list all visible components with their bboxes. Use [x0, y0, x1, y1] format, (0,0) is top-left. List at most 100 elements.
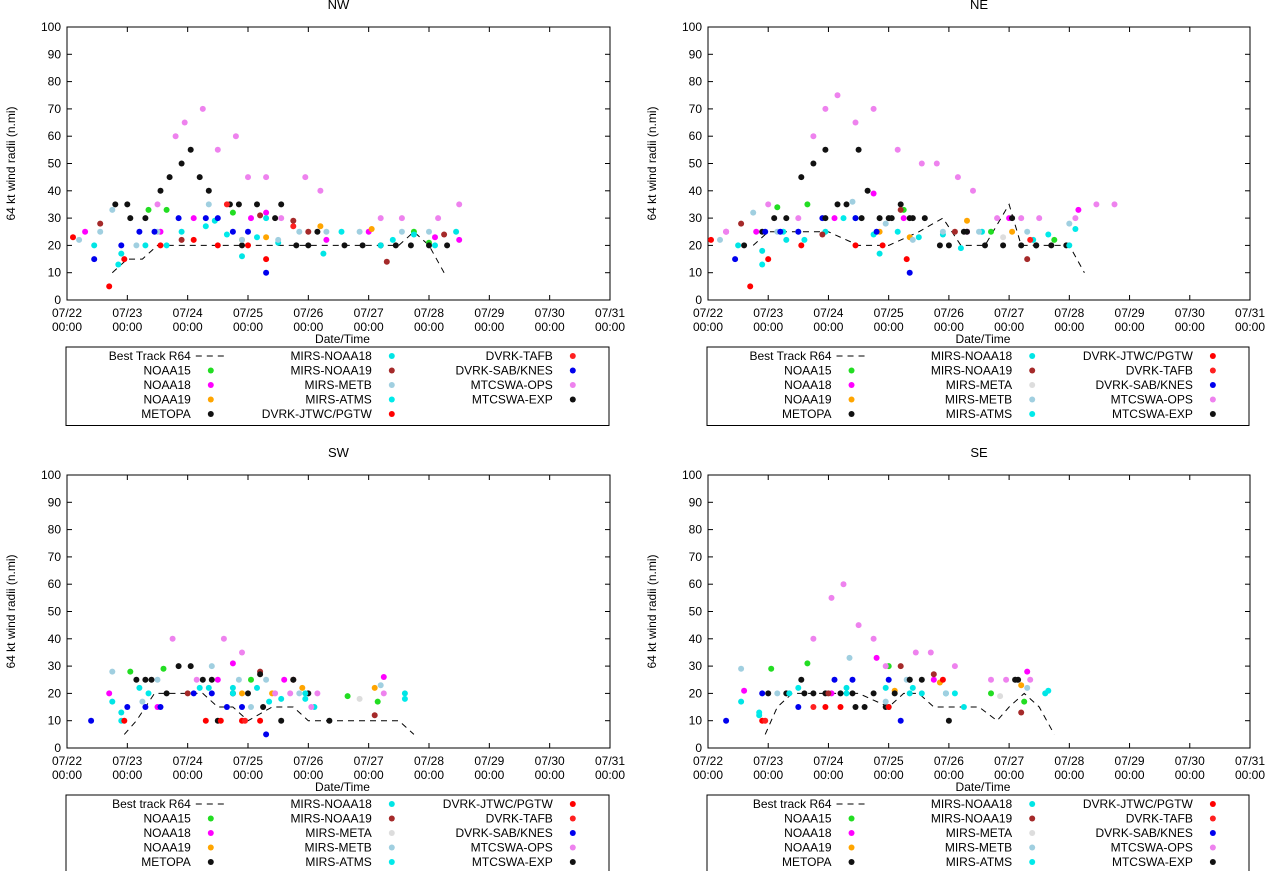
- point-mtcswa-exp: [208, 676, 215, 683]
- plot-frame: [66, 474, 611, 749]
- legend-point-swatch: [848, 382, 855, 388]
- x-tick-time-label: 00:00: [112, 320, 142, 334]
- point-metopa: [741, 242, 748, 249]
- point-dvrk-tafb: [223, 201, 230, 208]
- x-tick-date-label: 07/25: [233, 754, 263, 768]
- point-dvrk-sab-knes: [723, 717, 730, 724]
- point-noaa19: [1018, 682, 1025, 689]
- legend-label: NOAA15: [143, 812, 191, 826]
- y-tick-label: 60: [689, 129, 703, 143]
- point-mirs-noaa19: [930, 671, 937, 678]
- legend-label: DVRK-TAFB: [486, 349, 553, 363]
- x-tick-time-label: 00:00: [813, 320, 843, 334]
- legend-point-swatch: [1029, 815, 1036, 822]
- point-metopa: [801, 690, 808, 697]
- point-mirs-atms: [951, 690, 958, 697]
- x-tick-time-label: 00:00: [535, 768, 565, 782]
- x-tick-time-label: 00:00: [293, 320, 323, 334]
- legend-point-swatch: [388, 844, 395, 851]
- x-tick-date-label: 07/23: [112, 306, 142, 320]
- legend-frame: [65, 346, 610, 426]
- point-mirs-atms: [1072, 226, 1079, 232]
- x-tick-time-label: 00:00: [753, 768, 783, 782]
- point-mtcswa-exp: [278, 201, 285, 208]
- point-metopa: [783, 215, 790, 222]
- point-mtcswa-ops: [181, 119, 188, 126]
- x-tick-time-label: 00:00: [1115, 768, 1145, 782]
- point-mirs-noaa18: [401, 690, 408, 697]
- point-noaa18: [323, 236, 330, 243]
- point-metopa: [127, 215, 134, 222]
- y-tick-label: 70: [48, 102, 62, 116]
- y-axis-label: 64 kt wind radii (n.mi): [645, 106, 659, 220]
- x-tick-date-label: 07/27: [994, 754, 1024, 768]
- point-noaa15: [768, 665, 775, 672]
- plot-frame: [707, 474, 1251, 749]
- point-mirs-metb: [909, 236, 916, 243]
- point-mirs-metb: [356, 228, 363, 235]
- point-noaa18: [380, 674, 387, 680]
- y-tick-label: 10: [689, 714, 703, 728]
- point-mtcswa-ops: [239, 649, 245, 656]
- point-dvrk-jtwc-pgtw: [708, 236, 714, 243]
- y-tick-label: 90: [689, 495, 703, 509]
- legend-label: DVRK-JTWC/PGTW: [1083, 797, 1194, 811]
- point-noaa18: [432, 234, 438, 241]
- legend-label: MIRS-NOAA19: [931, 812, 1013, 826]
- point-mirs-metb: [377, 682, 384, 689]
- legend-point-swatch: [388, 411, 395, 417]
- point-mtcswa-ops: [1036, 215, 1043, 222]
- x-tick-date-label: 07/31: [595, 754, 625, 768]
- point-dvrk-sab-knes: [795, 228, 802, 235]
- legend-point-swatch: [1029, 353, 1036, 359]
- point-mtcswa-ops: [435, 215, 442, 222]
- legend-label: DVRK-SAB/KNES: [1096, 378, 1193, 392]
- point-mirs-noaa18: [759, 247, 766, 254]
- point-dvrk-jtwc-pgtw: [121, 256, 128, 263]
- legend-point-swatch: [1029, 844, 1036, 851]
- point-dvrk-sab-knes: [245, 228, 251, 235]
- point-noaa19: [368, 226, 375, 232]
- x-tick-date-label: 07/31: [1235, 754, 1265, 768]
- x-tick-date-label: 07/25: [874, 306, 904, 320]
- legend-point-swatch: [1209, 801, 1216, 807]
- point-noaa19: [317, 223, 324, 230]
- point-mirs-noaa19: [441, 231, 448, 238]
- point-mirs-noaa18: [302, 690, 309, 697]
- point-noaa19: [299, 684, 306, 691]
- point-mirs-atms: [115, 261, 122, 268]
- point-metopa: [1018, 242, 1025, 249]
- x-tick-time-label: 00:00: [233, 768, 263, 782]
- point-metopa: [798, 174, 805, 181]
- point-dvrk-sab-knes: [897, 717, 904, 724]
- point-mirs-noaa18: [229, 684, 236, 691]
- point-mtcswa-ops: [1003, 676, 1010, 683]
- x-axis-label: Date/Time: [956, 332, 1011, 346]
- point-noaa18: [214, 676, 221, 683]
- legend-point-swatch: [569, 396, 576, 403]
- x-tick-date-label: 07/29: [1115, 754, 1145, 768]
- x-tick-date-label: 07/25: [874, 754, 904, 768]
- point-mirs-noaa18: [783, 236, 790, 243]
- legend-point-swatch: [848, 844, 855, 851]
- y-tick-label: 20: [48, 238, 62, 252]
- x-tick-time-label: 00:00: [693, 320, 723, 334]
- point-mtcswa-ops: [912, 649, 919, 656]
- point-mirs-metb: [154, 676, 161, 683]
- point-dvrk-sab-knes: [142, 704, 149, 710]
- x-tick-time-label: 00:00: [112, 768, 142, 782]
- point-metopa: [254, 201, 260, 208]
- point-mirs-atms: [843, 690, 850, 697]
- legend-label: MIRS-METB: [304, 378, 371, 392]
- legend-point-swatch: [1029, 801, 1036, 807]
- point-mirs-metb: [849, 198, 856, 205]
- point-mtcswa-ops: [287, 690, 294, 697]
- legend-label: NOAA15: [784, 812, 832, 826]
- point-dvrk-jtwc-pgtw: [245, 242, 251, 249]
- legend-label: METOPA: [782, 407, 832, 421]
- point-noaa15: [804, 201, 811, 208]
- point-dvrk-sab-knes: [151, 228, 158, 235]
- legend-label: MIRS-METB: [304, 841, 371, 855]
- point-mtcswa-ops: [927, 649, 934, 656]
- x-tick-time-label: 00:00: [52, 768, 82, 782]
